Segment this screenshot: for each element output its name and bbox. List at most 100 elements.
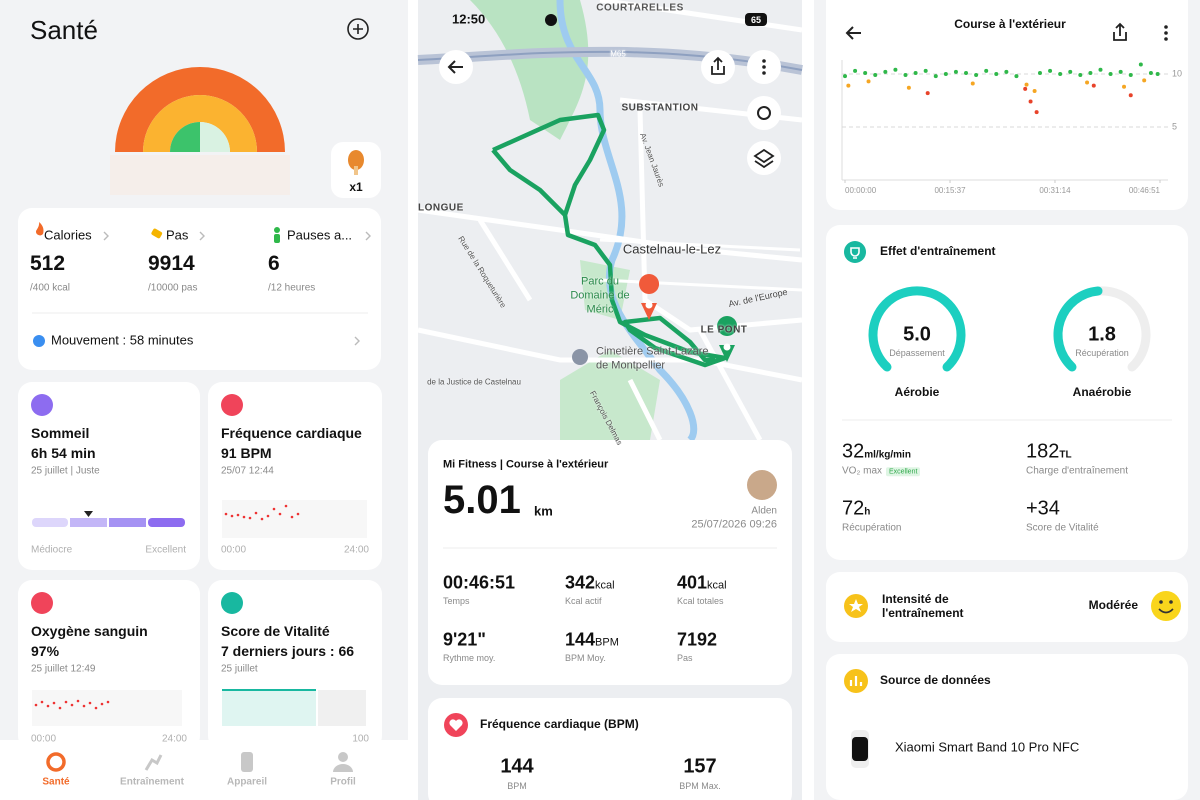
nav-label[interactable]: Profil	[330, 776, 356, 788]
section-title: Fréquence cardiaque (BPM)	[480, 717, 639, 732]
effect-card	[826, 225, 1188, 560]
data-point	[1068, 69, 1073, 74]
trophy-glyph	[850, 247, 860, 259]
clock-icon	[33, 335, 45, 347]
gauge-name: Aérobie	[894, 385, 940, 400]
stat-value: +34	[1026, 497, 1060, 520]
map-label: COURTARELLES	[596, 2, 684, 14]
map-label: Castelnau-le-Lez	[622, 241, 722, 257]
data-point	[1014, 74, 1019, 79]
source-glyph	[849, 676, 863, 686]
add-icon	[353, 24, 363, 34]
map-label: LE PONT	[700, 324, 748, 336]
y-tick-label: 5	[1172, 121, 1177, 131]
metric-label: Temps	[443, 595, 470, 606]
map-label: Rue de la Roqueturière	[456, 234, 508, 310]
heart-label: BPM Max.	[679, 780, 721, 791]
map-label: Domaine de	[570, 289, 630, 302]
nav-label[interactable]: Santé	[42, 776, 70, 788]
data-point	[1118, 69, 1123, 74]
stat-label[interactable]: Pas	[166, 227, 189, 243]
x-tick-label: 00:15:37	[934, 186, 966, 195]
card-date: 25 juillet 12:49	[31, 663, 96, 675]
shoe-icon	[151, 228, 163, 239]
card-title[interactable]: Fréquence cardiaque	[221, 424, 362, 441]
avatar	[747, 470, 777, 500]
data-point	[1058, 72, 1063, 76]
share-icon[interactable]	[1113, 22, 1127, 41]
data-point	[1085, 80, 1090, 85]
data-point	[974, 73, 979, 78]
map-label: LONGUE	[418, 202, 464, 214]
card-value: 6h 54 min	[31, 444, 96, 461]
sleep-bar	[148, 518, 185, 527]
sleep-bar	[32, 518, 68, 527]
scale-high: Excellent	[145, 544, 186, 556]
scale-low: Médiocre	[31, 544, 73, 556]
nav-icon[interactable]	[46, 752, 66, 772]
gauge	[1053, 286, 1103, 372]
data-point	[964, 70, 969, 75]
layers-button[interactable]	[747, 141, 781, 175]
stat-label: Score de Vitalité	[1026, 522, 1099, 534]
data-point	[1078, 73, 1083, 78]
add-button[interactable]	[347, 18, 369, 40]
movement[interactable]: Mouvement : 58 minutes	[51, 332, 194, 348]
stat-target: /400 kcal	[30, 282, 71, 294]
data-point	[1128, 93, 1133, 98]
map-label: Av. de l'Europe	[727, 286, 789, 309]
heart-glyph	[449, 719, 463, 731]
data-point	[883, 69, 888, 74]
more-icon[interactable]	[1164, 25, 1168, 41]
summary-card	[428, 440, 792, 685]
stat-unit: TL	[1059, 449, 1072, 461]
card-value: 7 derniers jours : 66	[221, 642, 355, 659]
data-point	[1088, 70, 1093, 75]
stat-value: 72h	[842, 497, 871, 520]
stat-label[interactable]: Pauses a...	[287, 227, 353, 243]
nav-label[interactable]: Entraînement	[120, 776, 184, 788]
locate-icon	[757, 106, 771, 120]
card-title[interactable]: Sommeil	[31, 424, 90, 441]
x-tick-label: 00:46:51	[1129, 186, 1161, 195]
data-point	[903, 73, 908, 78]
chart-card	[826, 0, 1188, 210]
axis-start: 00:00	[221, 544, 247, 556]
stats-card	[18, 208, 381, 370]
nav-icon[interactable]	[144, 754, 163, 771]
data-point	[923, 68, 928, 73]
card-value: 91 BPM	[221, 444, 272, 461]
data-point	[1048, 68, 1053, 73]
nav-icon[interactable]	[338, 752, 348, 762]
battery-icon	[745, 13, 767, 26]
data-point	[1024, 82, 1029, 87]
nav-icon[interactable]	[333, 764, 353, 772]
nav-icon[interactable]	[241, 752, 253, 772]
person-icon	[274, 234, 280, 243]
stat-value: 9914	[148, 251, 195, 275]
map-label: Cimetière Saint-Lazare	[596, 345, 709, 358]
gauge-reflection	[110, 155, 290, 195]
back-icon	[447, 60, 463, 74]
map-label: M65	[610, 49, 626, 59]
nav-label[interactable]: Appareil	[226, 776, 268, 788]
metric-unit: kcal	[707, 579, 727, 592]
metric-value: 7192	[677, 629, 718, 650]
axis-start: 00:00	[31, 733, 57, 745]
data-point	[1148, 70, 1153, 75]
back-icon	[845, 26, 861, 40]
gauge-value: 1.8	[1088, 323, 1116, 346]
star-glyph	[849, 599, 863, 612]
card-title[interactable]: Oxygène sanguin	[31, 622, 148, 639]
stat-label[interactable]: Calories	[44, 227, 92, 243]
locate-button[interactable]	[747, 96, 781, 130]
gauge-ring	[143, 95, 257, 152]
drumstick-icon	[348, 150, 364, 170]
sleep-bar	[109, 518, 146, 527]
card-title[interactable]: Score de Vitalité	[221, 622, 330, 639]
stat-value: 182TL	[1026, 440, 1072, 463]
data-point	[1155, 72, 1160, 76]
badge-count: x1	[349, 180, 363, 195]
data-point	[846, 83, 851, 88]
